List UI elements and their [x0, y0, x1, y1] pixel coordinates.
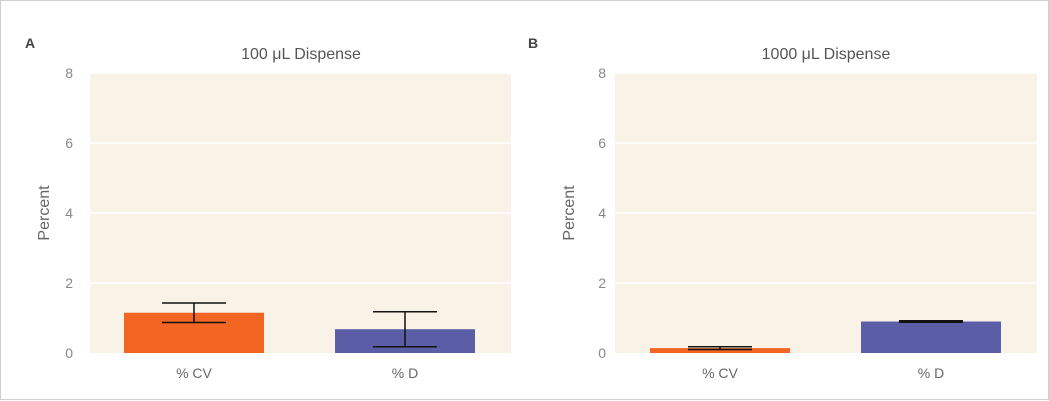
- y-axis-label-a: Percent: [36, 185, 53, 241]
- y-tick-label-b-0: 0: [598, 345, 606, 361]
- x-category-label-b-d: % D: [918, 365, 944, 381]
- x-category-label-a-cv: % CV: [176, 365, 212, 381]
- panel-letter-b: B: [528, 35, 538, 51]
- x-category-label-a-d: % D: [392, 365, 418, 381]
- chart-panel-b: B 1000 μL Dispense Percent 8 6 4 2 0 % C…: [526, 1, 1049, 401]
- y-tick-label-a-2: 2: [65, 275, 73, 291]
- chart-panel-a: A 100 μL Dispense Percent 8 6 4 2 0 % CV…: [1, 1, 526, 401]
- x-category-label-b-cv: % CV: [702, 365, 738, 381]
- y-tick-label-b-6: 6: [598, 135, 606, 151]
- bar-chart-100ul: A 100 μL Dispense Percent 8 6 4 2 0 % CV…: [25, 35, 511, 381]
- plot-area-a: [90, 72, 511, 353]
- y-tick-label-a-8: 8: [65, 65, 73, 81]
- y-tick-label-b-2: 2: [598, 275, 606, 291]
- y-tick-label-a-4: 4: [65, 205, 73, 221]
- chart-title-a: 100 μL Dispense: [241, 46, 361, 63]
- bar-b-0: [650, 348, 790, 353]
- bar-b-1: [861, 321, 1001, 353]
- y-tick-label-b-4: 4: [598, 205, 606, 221]
- y-tick-label-b-8: 8: [598, 65, 606, 81]
- chart-title-b: 1000 μL Dispense: [762, 46, 891, 63]
- bar-chart-1000ul: B 1000 μL Dispense Percent 8 6 4 2 0 % C…: [528, 35, 1037, 381]
- y-axis-label-b: Percent: [561, 185, 578, 241]
- y-tick-label-a-0: 0: [65, 345, 73, 361]
- panel-letter-a: A: [25, 35, 35, 51]
- y-tick-label-a-6: 6: [65, 135, 73, 151]
- plot-area-b: [615, 72, 1037, 353]
